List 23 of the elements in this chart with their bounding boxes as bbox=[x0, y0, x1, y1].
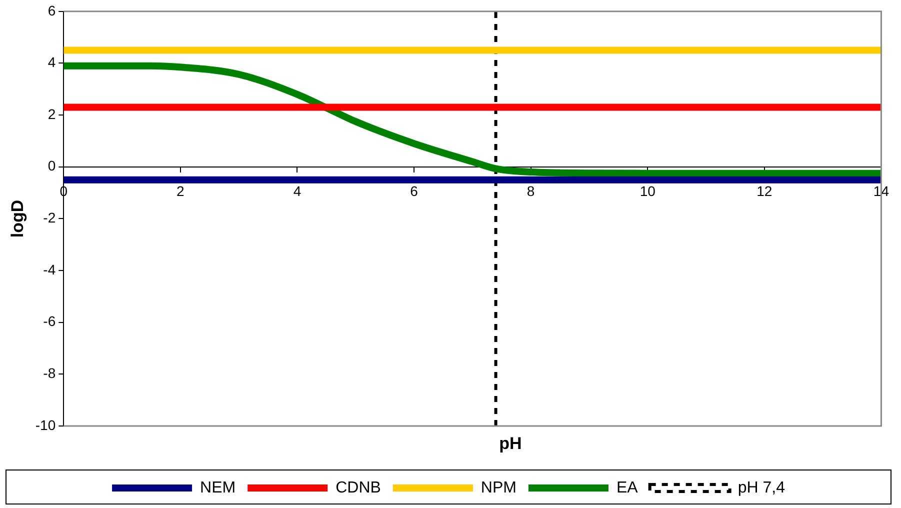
y-tick-label: 0 bbox=[48, 158, 56, 174]
x-tick-label: 2 bbox=[176, 183, 185, 200]
x-tick-label: 6 bbox=[410, 183, 418, 200]
x-axis-title: pH bbox=[499, 434, 522, 453]
y-tick-label: 6 bbox=[48, 2, 56, 18]
y-axis-title: logD bbox=[8, 200, 27, 238]
y-tick-label: -4 bbox=[43, 261, 56, 278]
legend-label: EA bbox=[616, 479, 638, 496]
legend-label: NPM bbox=[480, 479, 516, 496]
y-tick-label: 4 bbox=[48, 54, 56, 70]
legend-label: pH 7,4 bbox=[738, 479, 786, 496]
y-tick-label: -10 bbox=[35, 416, 56, 433]
x-tick-label: 14 bbox=[873, 183, 890, 200]
y-tick-label: -6 bbox=[43, 313, 56, 330]
legend-label: NEM bbox=[200, 479, 236, 496]
y-tick-label: -8 bbox=[43, 365, 56, 382]
legend-label: CDNB bbox=[336, 479, 381, 496]
x-tick-label: 10 bbox=[640, 183, 656, 200]
y-tick-label: 2 bbox=[48, 106, 56, 122]
x-tick-label: 12 bbox=[756, 183, 772, 200]
x-tick-label: 4 bbox=[293, 183, 302, 200]
y-tick-label: -2 bbox=[43, 210, 56, 226]
x-tick-label: 8 bbox=[526, 183, 535, 200]
